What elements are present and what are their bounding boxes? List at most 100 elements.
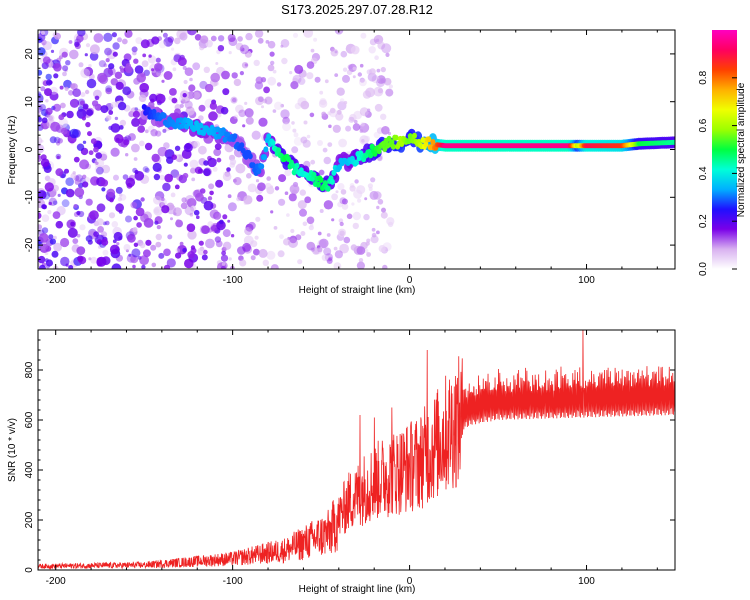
spectrogram-speckle bbox=[85, 43, 91, 48]
spectrogram-speckle bbox=[74, 41, 80, 47]
spectrogram-speckle bbox=[161, 79, 165, 83]
ridge-core bbox=[201, 130, 207, 136]
spectrogram-blob bbox=[46, 79, 53, 86]
spectrogram-speckle bbox=[72, 238, 79, 245]
spectrogram-speckle bbox=[174, 145, 181, 151]
spectrogram-speckle bbox=[119, 119, 127, 127]
spectrogram-speckle bbox=[274, 186, 280, 191]
spectrogram-speckle bbox=[194, 34, 202, 41]
spectrogram-speckle bbox=[185, 199, 192, 205]
snr-series-line bbox=[38, 330, 675, 570]
spectrogram-speckle bbox=[231, 72, 238, 79]
spectrogram-speckle bbox=[88, 257, 92, 261]
spectrogram-speckle bbox=[356, 185, 366, 195]
spectrogram-speckle bbox=[277, 250, 285, 258]
spectrogram-speckle bbox=[339, 221, 344, 227]
spectrogram-speckle bbox=[140, 39, 150, 49]
spectrogram-speckle bbox=[272, 69, 277, 74]
spectrogram-speckle bbox=[199, 45, 205, 51]
spectrogram-speckle bbox=[303, 30, 314, 38]
spectrogram-blob bbox=[201, 225, 210, 235]
spectrogram-speckle bbox=[256, 194, 264, 202]
spectrogram-blob bbox=[73, 156, 80, 163]
spectrogram-speckle bbox=[333, 262, 342, 269]
ridge-core bbox=[250, 162, 256, 169]
spectrogram-blob bbox=[171, 97, 178, 104]
spectrogram-blob bbox=[111, 263, 122, 269]
spectrogram-speckle bbox=[281, 57, 288, 65]
spectrogram-speckle bbox=[262, 259, 269, 266]
spectrogram-speckle bbox=[222, 172, 232, 181]
spectrogram-speckle bbox=[126, 233, 136, 243]
spectrogram-y-tick-label: 10 bbox=[24, 96, 35, 108]
spectrogram-blob bbox=[97, 72, 108, 83]
spectrogram-speckle bbox=[162, 128, 167, 133]
spectrogram-speckle bbox=[50, 49, 55, 54]
spectrogram-speckle bbox=[47, 210, 52, 215]
spectrogram-blob bbox=[123, 139, 130, 146]
spectrogram-speckle bbox=[339, 243, 349, 254]
spectrogram-speckle bbox=[323, 200, 334, 210]
spectrogram-blob bbox=[101, 238, 109, 246]
spectrogram-x-tick-label: -200 bbox=[46, 275, 66, 286]
spectrogram-speckle bbox=[54, 32, 61, 40]
spectrogram-speckle bbox=[141, 60, 149, 68]
spectrogram-blob bbox=[193, 209, 200, 216]
spectrogram-blob bbox=[86, 109, 94, 116]
spectrogram-blob bbox=[61, 51, 68, 58]
spectrogram-speckle bbox=[293, 132, 299, 138]
spectrogram-speckle bbox=[385, 52, 390, 58]
spectrogram-speckle bbox=[380, 77, 387, 84]
spectrogram-speckle bbox=[124, 30, 133, 38]
spectrogram-speckle bbox=[380, 113, 387, 121]
spectrogram-speckle bbox=[198, 115, 204, 121]
spectrogram-blob bbox=[182, 172, 189, 179]
spectrogram-blob bbox=[175, 252, 182, 259]
spectrogram-speckle bbox=[84, 53, 88, 57]
spectrogram-speckle bbox=[41, 227, 49, 234]
spectrogram-speckle bbox=[300, 100, 310, 110]
spectrogram-speckle bbox=[236, 196, 241, 202]
spectrogram-blob bbox=[208, 111, 218, 121]
spectrogram-speckle bbox=[105, 87, 113, 95]
spectrogram-blob bbox=[190, 245, 196, 250]
spectrogram-speckle bbox=[62, 65, 69, 72]
spectrogram-speckle bbox=[339, 98, 345, 103]
spectrogram-blob bbox=[203, 168, 211, 177]
spectrogram-speckle bbox=[157, 146, 168, 157]
spectrogram-speckle bbox=[290, 81, 299, 90]
spectrogram-speckle bbox=[369, 68, 376, 75]
spectrogram-blob bbox=[144, 142, 153, 151]
spectrogram-speckle bbox=[352, 222, 359, 230]
spectrogram-speckle bbox=[82, 174, 87, 179]
spectrogram-speckle bbox=[376, 78, 385, 87]
ridge-core bbox=[161, 112, 167, 119]
spectrogram-speckle bbox=[266, 250, 276, 260]
spectrogram-speckle bbox=[324, 79, 329, 84]
spectrogram-blob bbox=[198, 240, 204, 246]
spectrogram-speckle bbox=[370, 235, 379, 244]
snr-y-tick-label: 400 bbox=[24, 461, 35, 478]
spectrogram-blob bbox=[222, 88, 230, 96]
spectrogram-speckle bbox=[42, 56, 51, 65]
spectrogram-speckle bbox=[38, 136, 43, 145]
spectrogram-speckle bbox=[176, 30, 186, 40]
spectrogram-speckle bbox=[172, 67, 177, 72]
spectrogram-speckle bbox=[244, 50, 252, 58]
colorbar-tick-label: 0.0 bbox=[698, 262, 709, 276]
spectrogram-speckle bbox=[94, 164, 105, 175]
spectrogram-speckle bbox=[246, 173, 252, 179]
spectrogram-speckle bbox=[313, 37, 318, 42]
spectrogram-speckle bbox=[263, 86, 270, 94]
spectrogram-speckle bbox=[249, 113, 253, 118]
spectrogram-y-tick-label: -20 bbox=[24, 237, 35, 252]
spectrogram-speckle bbox=[110, 101, 117, 108]
spectrogram-blob bbox=[135, 207, 145, 217]
spectrogram-speckle bbox=[89, 52, 99, 61]
ridge-core bbox=[372, 150, 378, 157]
spectrogram-speckle bbox=[78, 62, 84, 68]
spectrogram-speckle bbox=[293, 137, 303, 146]
spectrogram-speckle bbox=[251, 130, 261, 140]
spectrogram-blob bbox=[203, 249, 208, 255]
spectrogram-x-axis-label: Height of straight line (km) bbox=[299, 285, 416, 296]
